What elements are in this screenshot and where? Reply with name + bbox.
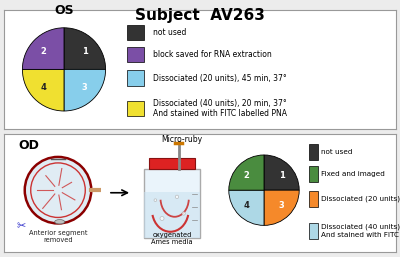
Bar [127, 70, 144, 86]
Wedge shape [229, 190, 264, 225]
Circle shape [25, 157, 91, 223]
Text: 4: 4 [243, 201, 249, 210]
Ellipse shape [55, 220, 65, 224]
Text: Micro-ruby: Micro-ruby [162, 135, 202, 144]
Text: OD: OD [18, 139, 39, 152]
Bar [149, 158, 195, 169]
Text: oxygenated
Ames media: oxygenated Ames media [151, 232, 193, 245]
Text: Dissociated (20 units), 45 min, 37°: Dissociated (20 units), 45 min, 37° [321, 196, 400, 203]
Bar [309, 191, 318, 207]
Text: not used: not used [152, 28, 186, 37]
Text: Dissociated (40 units), 20 min, 37°
And stained with FITC labelled PNA: Dissociated (40 units), 20 min, 37° And … [152, 98, 286, 118]
Circle shape [160, 216, 164, 221]
Text: 2: 2 [243, 171, 249, 180]
Bar [309, 144, 318, 160]
Text: Fixed and imaged: Fixed and imaged [321, 171, 385, 177]
Bar [127, 101, 144, 116]
Bar [309, 223, 318, 239]
Text: 2: 2 [40, 47, 46, 56]
Wedge shape [264, 190, 299, 225]
Bar [127, 25, 144, 40]
Wedge shape [22, 69, 64, 111]
Bar [127, 47, 144, 62]
Circle shape [182, 212, 185, 215]
Text: Subject  AV263: Subject AV263 [135, 8, 265, 23]
Circle shape [154, 199, 157, 201]
Polygon shape [144, 169, 200, 238]
Text: 3: 3 [279, 201, 285, 210]
Wedge shape [64, 28, 106, 69]
Text: ✂: ✂ [16, 222, 26, 232]
Text: block saved for RNA extraction: block saved for RNA extraction [152, 50, 271, 59]
Wedge shape [264, 155, 299, 190]
Wedge shape [22, 28, 64, 69]
Text: not used: not used [321, 149, 353, 155]
Wedge shape [64, 69, 106, 111]
Text: 4: 4 [40, 82, 46, 91]
Text: 3: 3 [82, 82, 87, 91]
Bar [309, 167, 318, 182]
Text: 1: 1 [82, 47, 88, 56]
Text: Dissociated (40 units), 20 min, 37°
And stained with FITC labelled PNA: Dissociated (40 units), 20 min, 37° And … [321, 224, 400, 238]
Text: Dissociated (20 units), 45 min, 37°: Dissociated (20 units), 45 min, 37° [152, 74, 286, 82]
Title: OS: OS [54, 4, 74, 17]
Polygon shape [144, 192, 200, 238]
Text: Anterior segment
removed: Anterior segment removed [29, 230, 87, 243]
Text: 1: 1 [279, 171, 285, 180]
Circle shape [175, 195, 179, 198]
Wedge shape [229, 155, 264, 190]
